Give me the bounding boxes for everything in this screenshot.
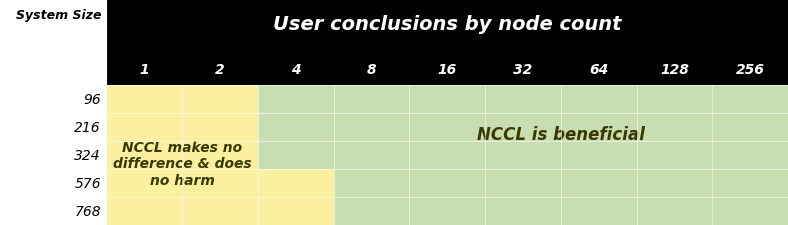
Bar xyxy=(106,113,258,141)
Bar xyxy=(106,141,258,169)
Bar xyxy=(258,86,788,113)
Text: 2: 2 xyxy=(215,63,225,77)
Text: 216: 216 xyxy=(74,120,101,134)
Text: 32: 32 xyxy=(513,63,533,77)
Text: 256: 256 xyxy=(736,63,764,77)
Text: User conclusions by node count: User conclusions by node count xyxy=(273,14,622,33)
Bar xyxy=(333,197,788,225)
Text: NCCL makes no
difference & does
no harm: NCCL makes no difference & does no harm xyxy=(113,141,251,187)
Text: 64: 64 xyxy=(589,63,608,77)
Bar xyxy=(258,141,788,169)
Text: 128: 128 xyxy=(660,63,689,77)
Text: 1: 1 xyxy=(139,63,149,77)
Bar xyxy=(258,113,788,141)
Bar xyxy=(106,197,333,225)
Bar xyxy=(333,169,788,197)
Text: 96: 96 xyxy=(84,92,101,106)
Text: 324: 324 xyxy=(74,148,101,162)
Bar xyxy=(106,169,333,197)
Text: 768: 768 xyxy=(74,204,101,218)
Text: NCCL is beneficial: NCCL is beneficial xyxy=(477,125,645,143)
Text: 8: 8 xyxy=(366,63,376,77)
Bar xyxy=(106,0,788,86)
Text: System Size: System Size xyxy=(16,9,101,22)
Bar xyxy=(106,86,258,113)
Text: 576: 576 xyxy=(74,176,101,190)
Text: 4: 4 xyxy=(291,63,300,77)
Text: 16: 16 xyxy=(437,63,457,77)
Text: # atoms: # atoms xyxy=(39,63,101,77)
